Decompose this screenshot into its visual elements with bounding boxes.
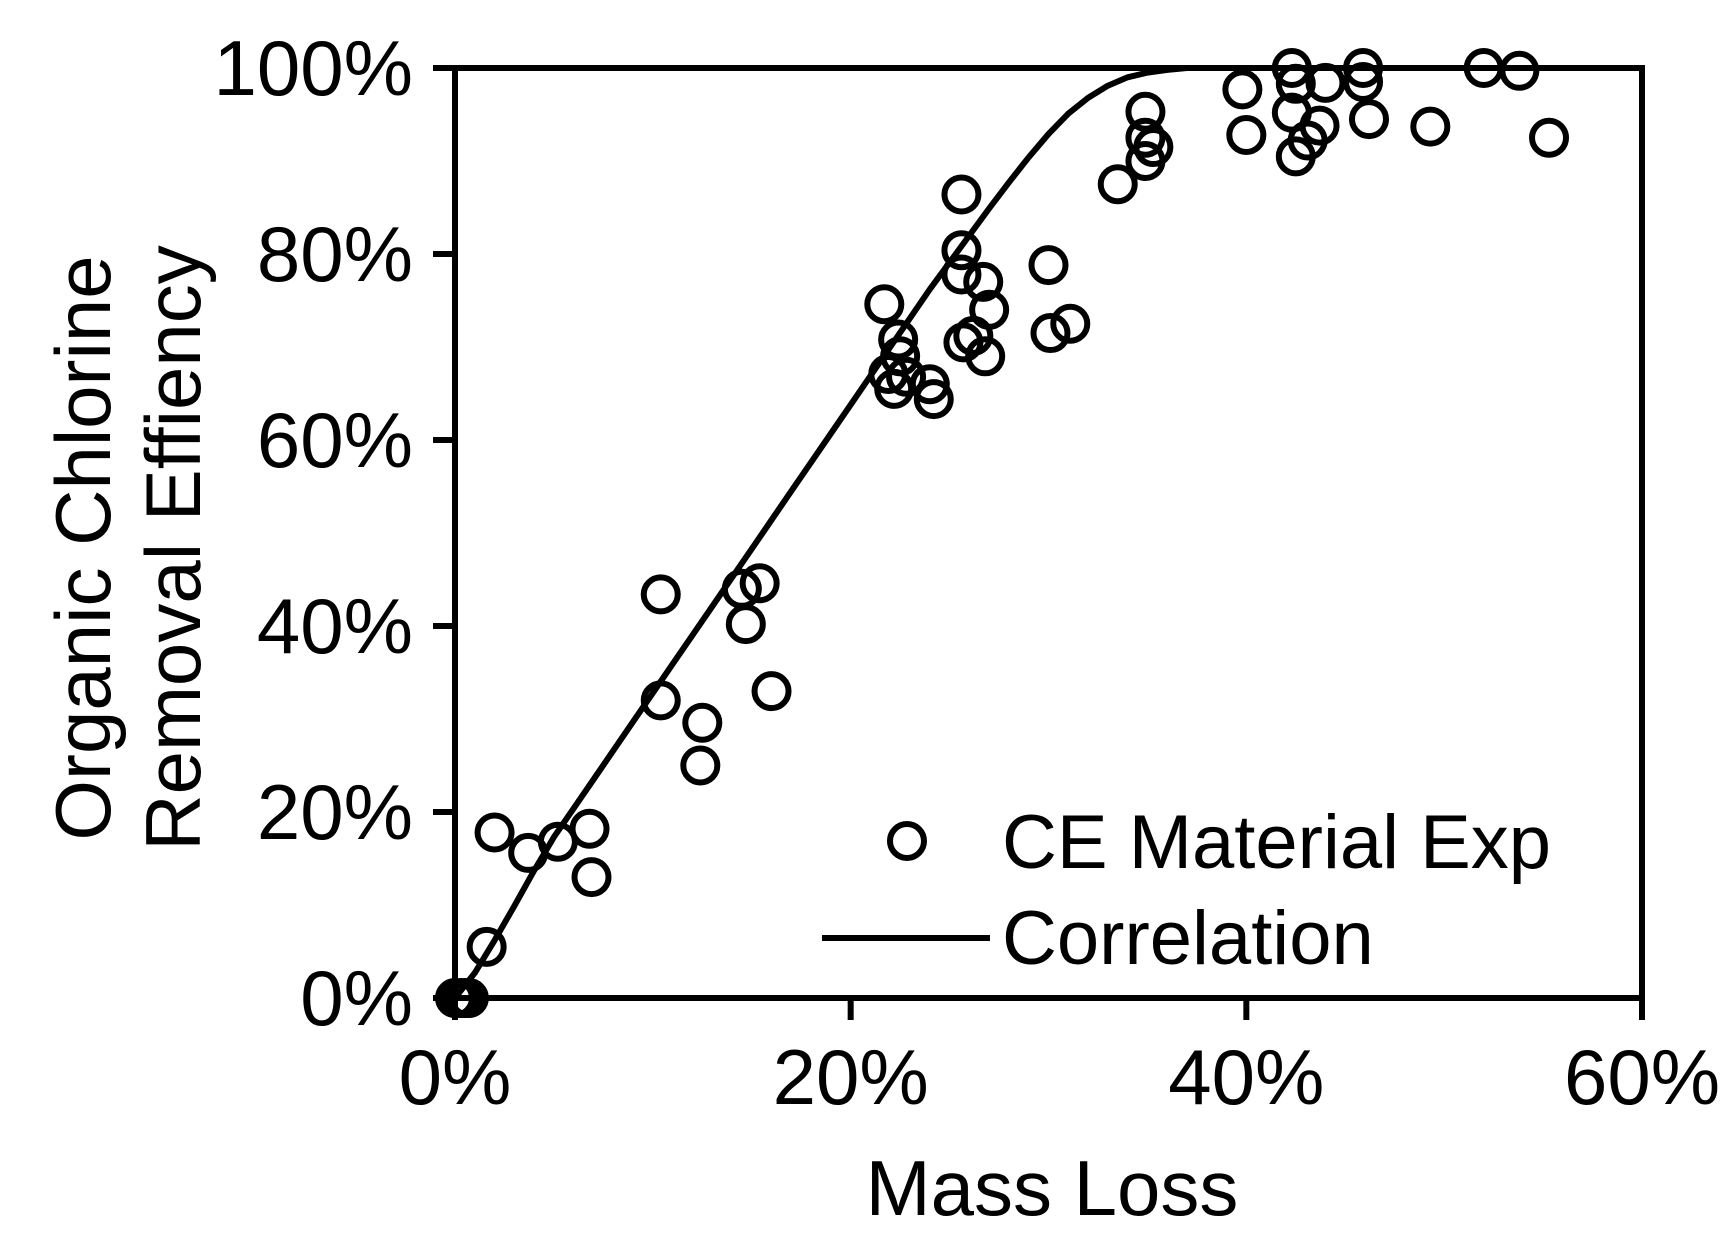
data-point <box>1222 69 1263 110</box>
legend: CE Material Exp Correlation <box>822 800 1551 981</box>
legend-label-correlation: Correlation <box>1002 896 1374 981</box>
data-point <box>1030 313 1071 354</box>
data-point <box>965 336 1006 377</box>
correlation-line <box>452 65 1583 1000</box>
data-point <box>474 812 515 853</box>
data-point <box>1410 106 1451 147</box>
y-tick-label: 60% <box>257 396 413 484</box>
data-point <box>739 563 780 604</box>
x-axis-title: Mass Loss <box>866 1144 1239 1232</box>
plot-area-frame <box>452 65 1645 1001</box>
data-point <box>1050 303 1091 344</box>
data-point <box>751 671 792 712</box>
y-tick-label: 20% <box>257 768 413 856</box>
data-point <box>1343 61 1384 102</box>
data-point <box>969 289 1010 330</box>
data-point <box>886 356 927 397</box>
data-point <box>1097 164 1138 205</box>
y-axis-ticks: 0% 20% 40% 60% 80% 100% <box>214 24 455 1042</box>
data-point <box>1348 99 1389 140</box>
data-point <box>878 319 919 360</box>
x-tick-label: 0% <box>399 1033 512 1121</box>
data-point <box>1226 114 1267 155</box>
y-axis-title-line-2: Removal Effiency <box>129 245 217 851</box>
data-point <box>1299 105 1340 146</box>
y-tick-label: 100% <box>214 24 414 112</box>
x-tick-label: 60% <box>1564 1033 1720 1121</box>
x-tick-label: 40% <box>1168 1033 1324 1121</box>
data-point <box>913 379 954 420</box>
data-point <box>941 174 982 215</box>
x-axis-ticks: 0% 20% 40% 60% <box>399 998 1720 1121</box>
data-point <box>640 574 681 615</box>
legend-label-exp: CE Material Exp <box>1002 800 1551 885</box>
data-point <box>864 284 905 325</box>
correlation-line-group <box>452 65 1583 1000</box>
scatter-points <box>435 48 1570 1018</box>
legend-marker-exp <box>887 821 927 861</box>
y-tick-label: 80% <box>257 210 413 298</box>
y-axis-title-line-1: Organic Chlorine <box>39 255 127 840</box>
y-axis-title: Organic Chlorine Removal Effiency <box>39 245 217 851</box>
data-point <box>571 857 612 898</box>
y-tick-label: 40% <box>257 582 413 670</box>
data-point <box>680 745 721 786</box>
data-point <box>963 261 1004 302</box>
data-point <box>1028 245 1069 286</box>
data-point <box>1529 117 1570 158</box>
data-point <box>682 702 723 743</box>
data-point <box>1133 127 1174 168</box>
data-point <box>569 808 610 849</box>
data-point <box>725 604 766 645</box>
data-point <box>941 230 982 271</box>
data-point <box>466 926 507 967</box>
data-point <box>941 254 982 295</box>
data-point <box>1125 117 1166 158</box>
x-tick-label: 20% <box>773 1033 929 1121</box>
y-tick-label: 0% <box>300 954 413 1042</box>
